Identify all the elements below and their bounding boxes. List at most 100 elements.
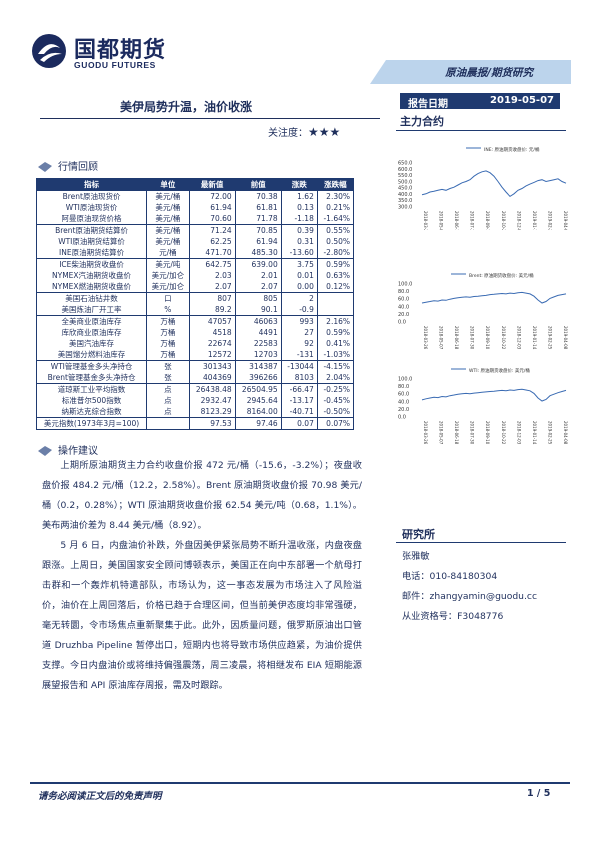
price-charts: INE: 原油期货收盘价: 元/桶 650.0 600.0 550.0 500.0 45… bbox=[396, 135, 571, 445]
report-date-bar: 报告日期 2019-05-07 bbox=[400, 93, 560, 110]
market-review-label: 行情回顾 bbox=[58, 162, 98, 173]
table-cell: -0.50% bbox=[316, 406, 355, 418]
x-tick-label: 2018-09-10 bbox=[485, 211, 490, 230]
table-cell: 4491 bbox=[234, 327, 282, 338]
table-row: 美国炼油厂开工率% 89.2 90.1 -0.9 bbox=[35, 304, 355, 316]
table-cell: 0.59% bbox=[316, 258, 355, 270]
table-cell: 0.59% bbox=[316, 327, 355, 338]
table-cell: 2.07 bbox=[188, 281, 236, 293]
y-tick-label: 100.0 bbox=[398, 377, 412, 383]
table-cell: -13.60 bbox=[280, 247, 318, 259]
table-cell: 美元/桶 bbox=[146, 202, 190, 213]
table-header-row: 指标 单位 最新值 前值 涨跌 涨跌幅 bbox=[35, 178, 355, 191]
table-cell: 美元/吨 bbox=[146, 258, 190, 270]
x-tick-label: 2018-06-18 bbox=[454, 211, 459, 230]
table-cell: -1.18 bbox=[280, 213, 318, 225]
table-cell: 点 bbox=[146, 383, 190, 395]
header-band-corner bbox=[370, 60, 386, 84]
table-cell: 2932.47 bbox=[188, 395, 236, 406]
table-cell: 0.07% bbox=[316, 417, 355, 430]
wti-price-chart: WTI: 原油期货收盘价: 美元/桶 100.0 80.0 60.0 40.0 20.0… bbox=[396, 355, 571, 445]
y-tick-label: 450.0 bbox=[398, 186, 412, 192]
table-row: NYMEX燃油期货收盘价 美元/加仑 2.07 2.07 0.00 0.12% bbox=[35, 281, 355, 293]
main-contract-divider bbox=[396, 130, 566, 131]
research-dept-heading: 研究所 bbox=[402, 528, 435, 541]
table-cell: 0.01 bbox=[280, 270, 318, 281]
table-cell: 万桶 bbox=[146, 338, 190, 349]
table-cell: 2 bbox=[280, 292, 318, 304]
table-cell: 2.16% bbox=[316, 315, 355, 327]
x-tick-label: 2019-04-08 bbox=[563, 211, 568, 230]
table-cell: 12703 bbox=[234, 349, 282, 361]
table-row: WTI管理基金多头净持仓张 301343 314387 -13044 -4.15% bbox=[35, 360, 355, 372]
advice-paragraph-2: 5 月 6 日，内盘油价补跌，外盘因美伊紧张局势不断升温收涨，内盘夜盘跟涨。上周… bbox=[42, 540, 362, 691]
table-cell: 口 bbox=[146, 292, 190, 304]
x-tick-label: 2018-12-03 bbox=[516, 211, 521, 230]
col-header: 最新值 bbox=[188, 178, 236, 191]
researcher-email[interactable]: 邮件：zhangyamin@guodu.cc bbox=[402, 591, 538, 602]
x-tick-label: 2018-05-07 bbox=[439, 326, 444, 350]
y-tick-label: 550.0 bbox=[398, 173, 412, 179]
x-tick-label: 2018-07-30 bbox=[470, 421, 475, 445]
guodu-logo-icon bbox=[32, 34, 66, 68]
table-cell: 1.62 bbox=[280, 190, 318, 202]
table-cell: 纳斯达克综合指数 bbox=[35, 406, 148, 418]
advice-paragraph-1: 上期所原油期货主力合约收盘价报 472 元/桶（-15.6，-3.2%）；夜盘收… bbox=[42, 460, 362, 531]
y-tick-label: 0.0 bbox=[398, 320, 406, 326]
table-cell: 92 bbox=[280, 338, 318, 349]
table-row: ICE柴油期货收盘价 美元/吨 642.75 639.00 3.75 0.59% bbox=[35, 258, 355, 270]
x-tick-label: 2018-12-03 bbox=[516, 326, 521, 350]
x-tick-label: 2019-04-08 bbox=[563, 326, 568, 350]
table-cell: 美元/桶 bbox=[146, 190, 190, 202]
table-cell: -1.64% bbox=[316, 213, 355, 225]
y-tick-label: 60.0 bbox=[398, 297, 409, 303]
report-category: 原油晨报/期货研究 bbox=[445, 67, 533, 79]
x-tick-label: 2018-10-22 bbox=[501, 326, 506, 350]
table-cell: 张 bbox=[146, 372, 190, 384]
x-tick-label: 2018-07-30 bbox=[470, 211, 475, 230]
table-cell: 71.24 bbox=[188, 224, 236, 236]
col-header: 前值 bbox=[234, 178, 282, 191]
table-cell: Brent原油期货结算价 bbox=[35, 224, 148, 236]
logo-chinese-name: 国都期货 bbox=[74, 38, 167, 63]
table-cell: Brent原油现货价 bbox=[35, 190, 148, 202]
table-cell: -66.47 bbox=[280, 383, 318, 395]
table-cell bbox=[146, 417, 190, 430]
main-contract-heading: 主力合约 bbox=[400, 115, 444, 128]
y-tick-label: 300.0 bbox=[398, 205, 412, 211]
report-date-value: 2019-05-07 bbox=[490, 95, 554, 106]
table-cell: 美国石油钻井数 bbox=[35, 292, 148, 304]
table-cell: 97.53 bbox=[188, 417, 236, 430]
market-review-heading: 行情回顾 bbox=[38, 158, 98, 173]
table-row: 全美商业原油库存 万桶 47057 46063 993 2.16% bbox=[35, 315, 355, 327]
table-cell: 万桶 bbox=[146, 327, 190, 338]
advice-label: 操作建议 bbox=[58, 446, 98, 457]
table-cell: 61.94 bbox=[188, 202, 236, 213]
researcher-phone: 电话：010-84180304 bbox=[402, 571, 498, 582]
table-cell: 61.81 bbox=[234, 202, 282, 213]
y-tick-label: 500.0 bbox=[398, 179, 412, 185]
table-cell: % bbox=[146, 304, 190, 316]
table-cell: 301343 bbox=[188, 360, 236, 372]
table-cell: NYMEX汽油期货收盘价 bbox=[35, 270, 148, 281]
table-cell: -13044 bbox=[280, 360, 318, 372]
table-cell: WTI原油期货结算价 bbox=[35, 236, 148, 247]
y-tick-label: 80.0 bbox=[398, 384, 409, 390]
x-tick-label: 2018-07-30 bbox=[470, 326, 475, 350]
table-cell: 642.75 bbox=[188, 258, 236, 270]
table-cell: 0.55% bbox=[316, 224, 355, 236]
table-row: 美国馏分燃料油库存 万桶 12572 12703 -131 -1.03% bbox=[35, 349, 355, 361]
table-cell: 张 bbox=[146, 360, 190, 372]
table-cell: 2.01 bbox=[234, 270, 282, 281]
table-cell: -0.9 bbox=[280, 304, 318, 316]
advice-heading: 操作建议 bbox=[38, 442, 98, 457]
table-cell: 71.78 bbox=[234, 213, 282, 225]
table-cell: -131 bbox=[280, 349, 318, 361]
market-data-table: 指标 单位 最新值 前值 涨跌 涨跌幅 Brent原油现货价 美元/桶 72.00 7… bbox=[35, 178, 355, 430]
y-tick-label: 400.0 bbox=[398, 192, 412, 198]
x-tick-label: 2018-03-26 bbox=[423, 326, 428, 350]
table-cell: ICE柴油期货收盘价 bbox=[35, 258, 148, 270]
table-cell: 0.21% bbox=[316, 202, 355, 213]
y-tick-label: 100.0 bbox=[398, 282, 412, 288]
table-cell: 0.07 bbox=[280, 417, 318, 430]
